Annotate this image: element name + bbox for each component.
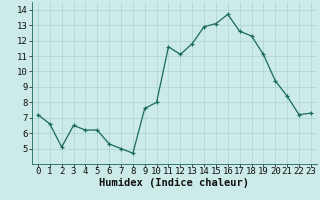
X-axis label: Humidex (Indice chaleur): Humidex (Indice chaleur): [100, 178, 249, 188]
